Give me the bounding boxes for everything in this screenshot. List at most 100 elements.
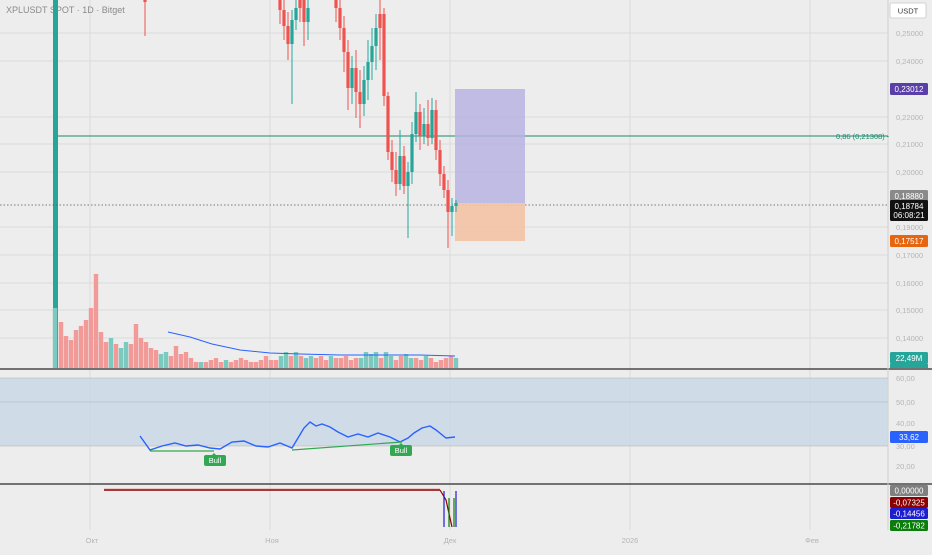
candle-body[interactable] [394, 170, 398, 184]
volume-series [52, 274, 459, 368]
bull-label-2-text: Bull [395, 446, 408, 455]
candle-body[interactable] [422, 124, 426, 136]
volume-bar [388, 356, 394, 368]
candle-body[interactable] [346, 52, 350, 88]
candle-body[interactable] [362, 80, 366, 104]
candle-body[interactable] [298, 0, 302, 8]
candle-body[interactable] [306, 8, 310, 22]
target-price-badge: 0,23012 [890, 83, 928, 95]
candle-body[interactable] [342, 28, 346, 52]
volume-bar [343, 356, 349, 368]
bull-label-1-text: Bull [209, 456, 222, 465]
volume-bar [98, 332, 104, 368]
candle-body[interactable] [414, 112, 418, 134]
volume-bar [418, 360, 424, 368]
rsi-tick: 40,00 [896, 419, 915, 428]
target-zone[interactable] [455, 89, 525, 203]
stop-zone[interactable] [455, 203, 525, 241]
volume-bar [198, 362, 204, 368]
rsi-tick: 60,00 [896, 374, 915, 383]
volume-bar [148, 348, 154, 368]
price-tick: 0,22000 [896, 113, 923, 122]
volume-bar [193, 362, 199, 368]
volume-bar [288, 356, 294, 368]
volume-bar [173, 346, 179, 368]
price-tick: 0,20000 [896, 168, 923, 177]
rsi-tick: 50,00 [896, 398, 915, 407]
candle-body[interactable] [286, 26, 290, 44]
rsi-line[interactable] [139, 421, 456, 451]
volume-bar [403, 354, 409, 368]
candle-body[interactable] [370, 46, 374, 62]
long-position-tool[interactable] [455, 89, 525, 241]
volume-bar [138, 338, 144, 368]
candle-body[interactable] [282, 10, 286, 26]
volume-bar [348, 360, 354, 368]
volume-bar [178, 354, 184, 368]
candle-body[interactable] [290, 20, 294, 44]
volume-bar [413, 358, 419, 368]
currency-button-label[interactable]: USDT [898, 7, 919, 16]
candle-body[interactable] [334, 0, 338, 8]
candle-body[interactable] [378, 14, 382, 28]
volume-bar [363, 352, 369, 368]
candle-body[interactable] [402, 156, 406, 186]
candle-body[interactable] [398, 156, 402, 184]
candle-body[interactable] [374, 28, 378, 46]
time-axis[interactable]: Окт Ноя Дек 2026 Фев [86, 536, 819, 545]
candle-body[interactable] [438, 150, 442, 174]
volume-bar [323, 360, 329, 368]
candle-body[interactable] [338, 8, 342, 28]
volume-bar [218, 362, 224, 368]
macd-hist-badge: -0,21782 [890, 520, 928, 531]
candle-body[interactable] [354, 68, 358, 92]
candle-body[interactable] [350, 68, 354, 88]
volume-bar [188, 358, 194, 368]
candle-body[interactable] [406, 172, 410, 186]
volume-bar [223, 360, 229, 368]
time-tick: 2026 [622, 536, 639, 545]
volume-bar [153, 350, 159, 368]
candle-body[interactable] [278, 0, 282, 10]
volume-bar [248, 362, 254, 368]
candle-body[interactable] [454, 203, 458, 206]
candle-body[interactable] [358, 92, 362, 104]
time-tick: Дек [444, 536, 457, 545]
candlestick-series[interactable] [143, 0, 458, 248]
svg-text:0,23012: 0,23012 [895, 85, 924, 94]
volume-bar [443, 358, 449, 368]
candle-body[interactable] [294, 8, 298, 20]
candle-body[interactable] [410, 134, 414, 172]
candle-body[interactable] [366, 62, 370, 80]
currency-button[interactable]: USDT [889, 2, 927, 19]
candle-body[interactable] [450, 206, 454, 212]
symbol-title[interactable]: XPLUSDT SPOT · 1D · Bitget [6, 5, 125, 15]
candle-body[interactable] [426, 124, 430, 138]
candle-body[interactable] [390, 152, 394, 170]
volume-bar [318, 356, 324, 368]
candle-body[interactable] [434, 110, 438, 150]
volume-bar [383, 352, 389, 368]
candle-body[interactable] [386, 96, 390, 152]
volume-bar [208, 360, 214, 368]
candle-body[interactable] [442, 174, 446, 190]
candle-body[interactable] [430, 110, 434, 138]
candle-body[interactable] [382, 14, 386, 96]
candle-body[interactable] [143, 0, 147, 2]
macd-zero-badge: 0,00000 [890, 485, 928, 496]
volume-bar [88, 308, 94, 368]
price-tick: 0,15000 [896, 306, 923, 315]
volume-bar [268, 360, 274, 368]
volume-bar [133, 324, 139, 368]
price-tick: 0,25000 [896, 29, 923, 38]
volume-bar [52, 308, 58, 368]
price-tick: 0,17000 [896, 251, 923, 260]
volume-bar [378, 358, 384, 368]
candle-body[interactable] [446, 190, 450, 212]
volume-bar [368, 354, 374, 368]
candle-body[interactable] [302, 0, 306, 22]
candle-body[interactable] [418, 112, 422, 136]
svg-text:-0,14456: -0,14456 [893, 510, 925, 519]
